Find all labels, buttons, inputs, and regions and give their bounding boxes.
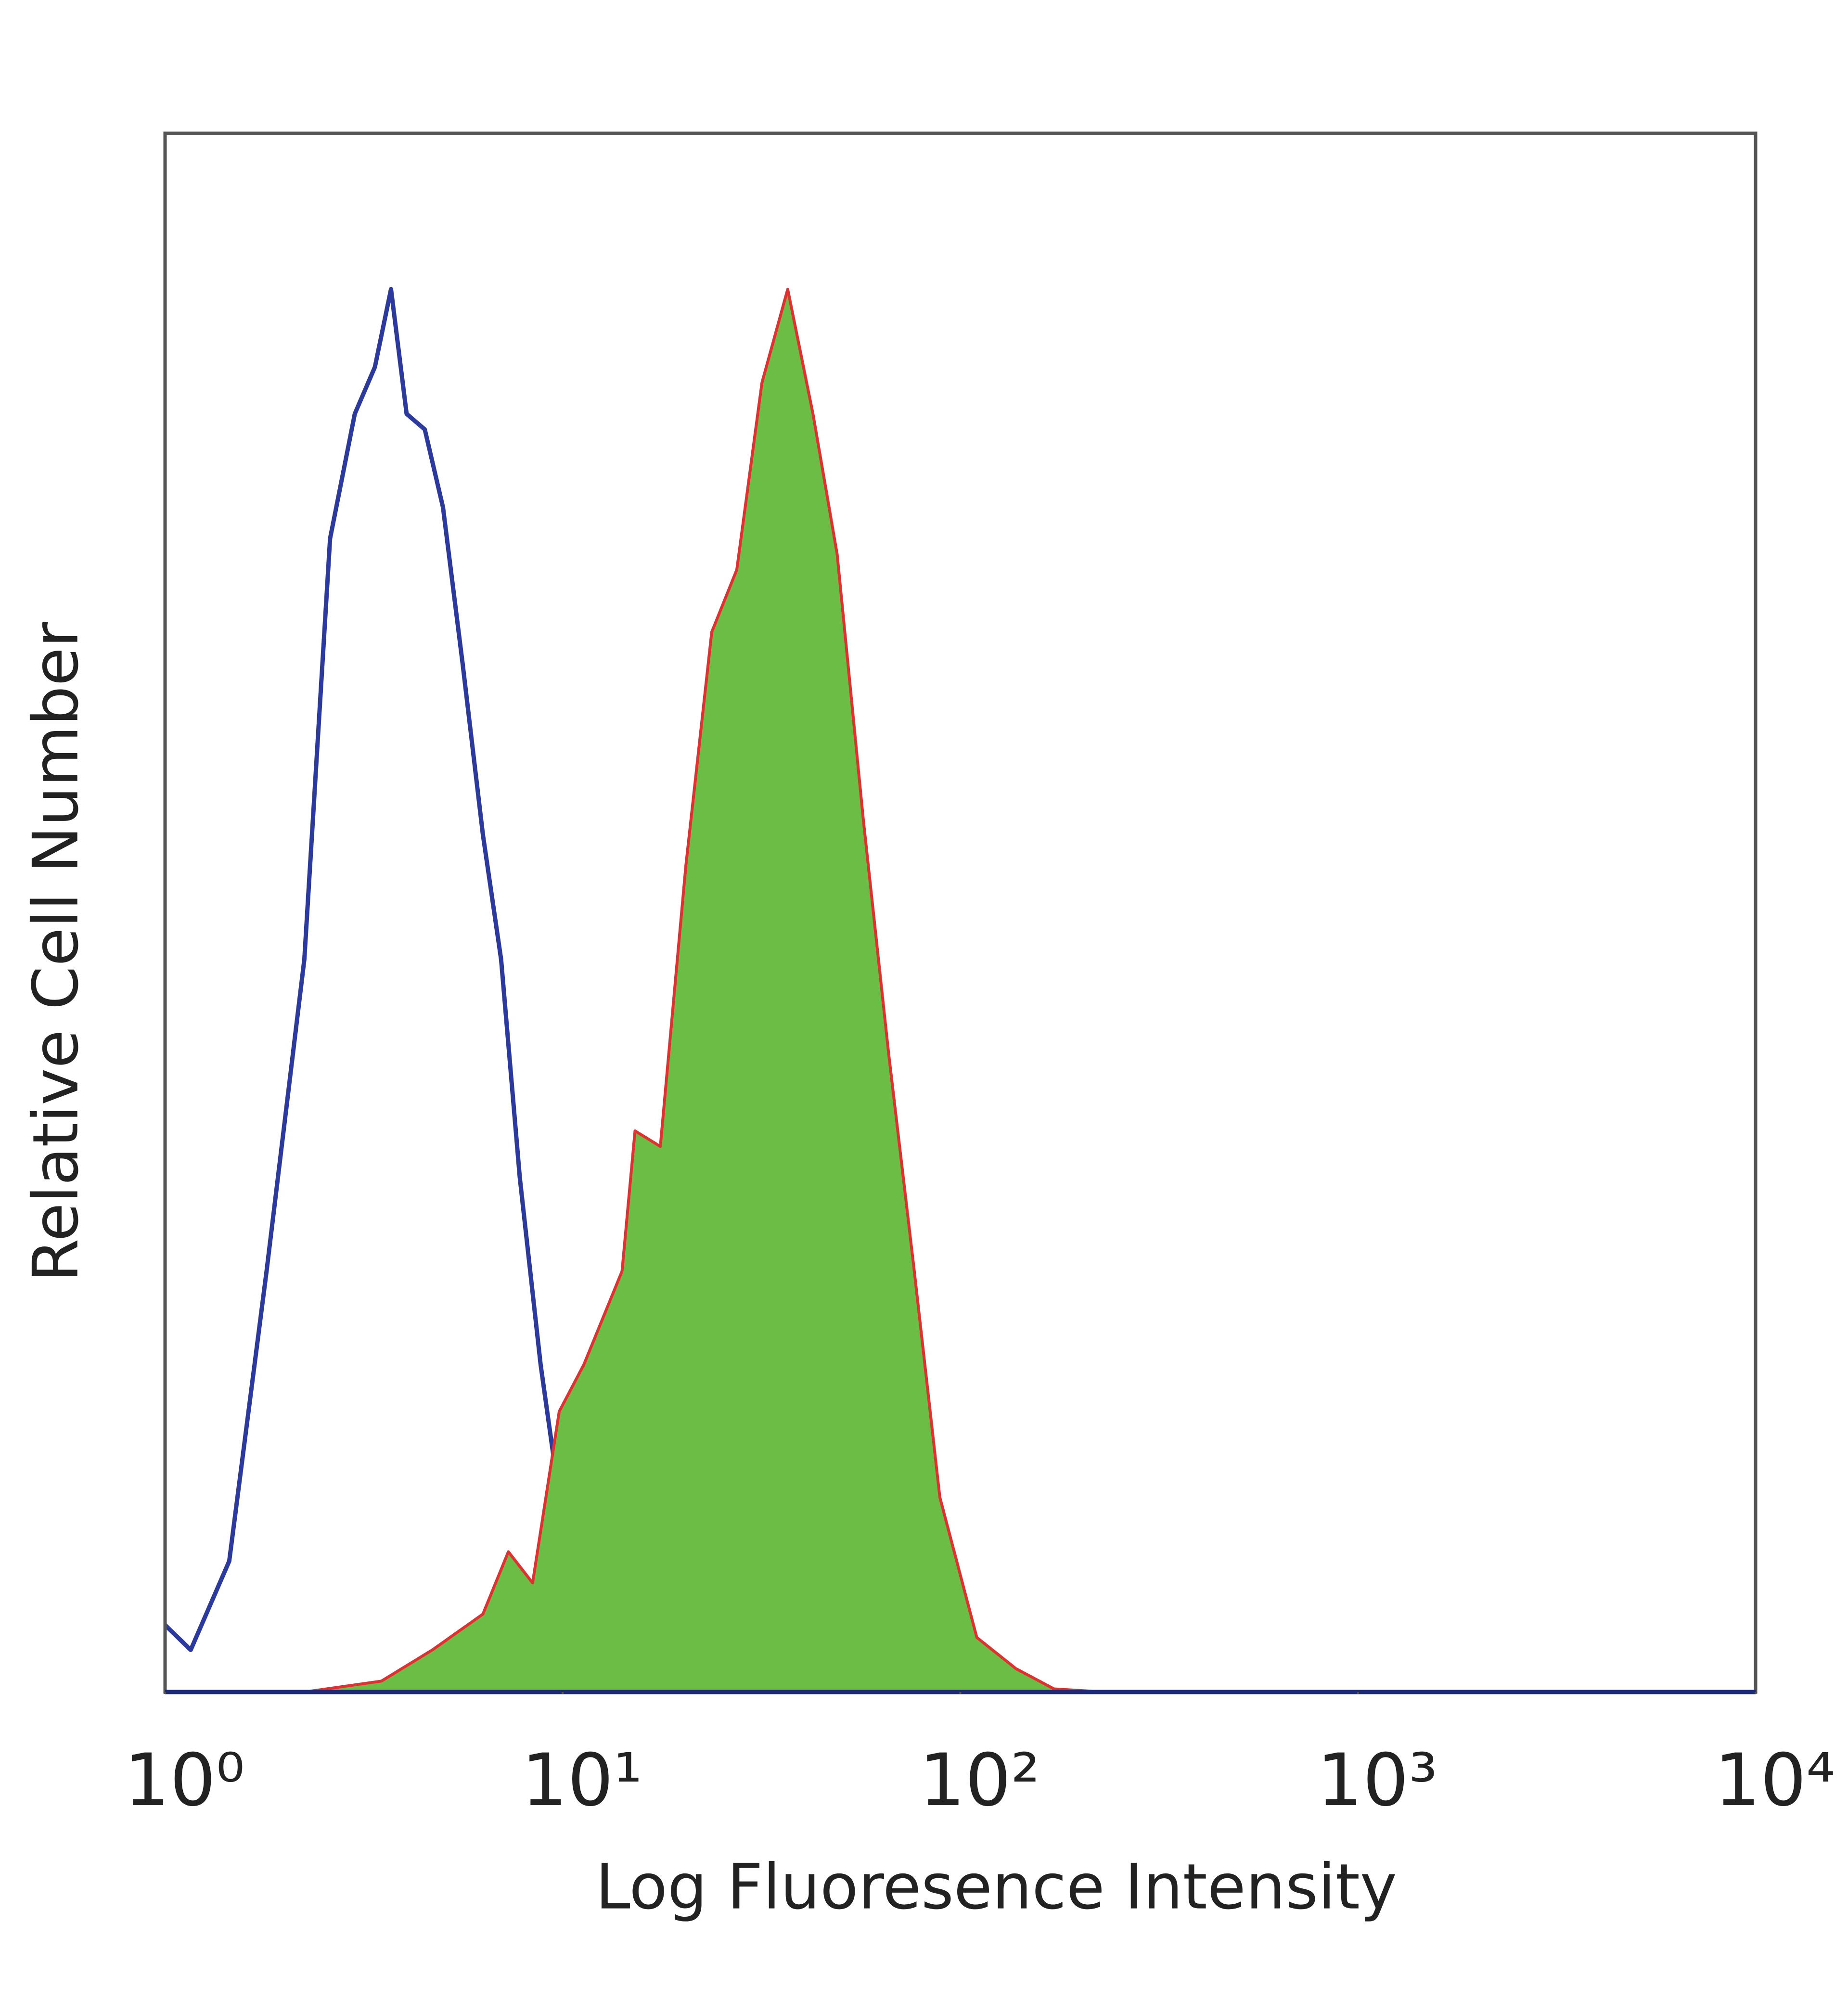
x-tick-label: 10³	[1317, 1739, 1437, 1822]
plot-frame	[163, 131, 1758, 1694]
x-tick-label: 10¹	[522, 1739, 642, 1822]
x-tick-label: 10⁰	[124, 1739, 244, 1822]
x-tick-label: 10⁴	[1714, 1739, 1835, 1822]
x-axis-title: Log Fluoresence Intensity	[595, 1850, 1397, 1923]
x-tick-label: 10²	[919, 1739, 1040, 1822]
histogram-area	[303, 287, 1106, 1693]
y-axis-title: Relative Cell Number	[19, 621, 92, 1282]
